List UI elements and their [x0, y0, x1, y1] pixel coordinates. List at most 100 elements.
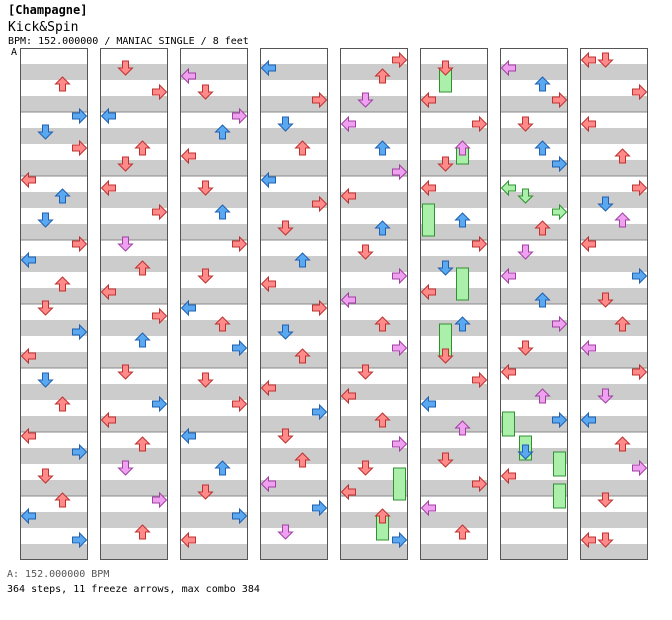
beat-stripe — [340, 480, 408, 496]
step-arrow — [72, 235, 88, 253]
step-arrow — [374, 68, 391, 84]
beat-stripe — [580, 224, 648, 240]
beat-stripe — [260, 512, 328, 528]
step-arrow — [37, 212, 54, 228]
beat-stripe — [580, 128, 648, 144]
beat-stripe — [100, 96, 168, 112]
beat-stripe — [500, 192, 568, 208]
beat-stripe — [500, 352, 568, 368]
step-arrow — [260, 171, 276, 189]
step-arrow — [632, 459, 648, 477]
step-arrow — [357, 460, 374, 476]
step-arrow — [232, 507, 248, 525]
step-arrow — [340, 291, 356, 309]
beat-stripe — [500, 480, 568, 496]
step-arrow — [392, 531, 408, 549]
stats-line: 364 steps, 11 freeze arrows, max combo 3… — [7, 584, 260, 595]
beat-stripe — [500, 64, 568, 80]
beat-stripe — [100, 384, 168, 400]
beat-stripe — [260, 96, 328, 112]
step-arrow — [420, 499, 436, 517]
step-arrow — [597, 532, 614, 548]
beat-stripe — [580, 512, 648, 528]
beat-stripe — [500, 416, 568, 432]
step-arrow — [260, 475, 276, 493]
beat-stripe — [340, 224, 408, 240]
step-arrow — [117, 60, 134, 76]
step-arrow — [134, 332, 151, 348]
beat-stripe — [20, 96, 88, 112]
step-arrow — [437, 156, 454, 172]
bpm-line: A: 152.000000 BPM — [7, 569, 110, 580]
beat-stripe — [580, 288, 648, 304]
beat-stripe — [260, 416, 328, 432]
beat-stripe — [580, 480, 648, 496]
beat-stripe — [180, 448, 248, 464]
step-arrow — [632, 363, 648, 381]
beat-stripe — [580, 96, 648, 112]
beat-stripe — [20, 64, 88, 80]
beat-stripe — [100, 448, 168, 464]
beat-stripe — [180, 384, 248, 400]
beat-stripe — [420, 352, 488, 368]
step-arrow — [117, 156, 134, 172]
step-arrow — [552, 91, 568, 109]
beat-stripe — [340, 64, 408, 80]
beat-stripe — [420, 416, 488, 432]
step-arrow — [72, 323, 88, 341]
step-arrow — [534, 388, 551, 404]
step-arrow — [517, 244, 534, 260]
step-arrow — [232, 107, 248, 125]
step-arrow — [392, 435, 408, 453]
step-arrow — [552, 203, 568, 221]
step-arrow — [534, 220, 551, 236]
step-arrow — [500, 179, 516, 197]
step-arrow — [597, 196, 614, 212]
beat-stripe — [260, 448, 328, 464]
chart-column — [420, 48, 488, 560]
beat-stripe — [340, 256, 408, 272]
step-arrow — [597, 492, 614, 508]
beat-stripe — [500, 512, 568, 528]
beat-stripe — [180, 160, 248, 176]
step-arrow — [20, 507, 36, 525]
beat-stripe — [420, 160, 488, 176]
step-arrow — [340, 483, 356, 501]
chart-column — [500, 48, 568, 560]
step-arrow — [152, 395, 168, 413]
step-arrow — [180, 531, 196, 549]
beat-stripe — [340, 320, 408, 336]
beat-stripe — [500, 224, 568, 240]
beat-stripe — [420, 512, 488, 528]
step-arrow — [392, 51, 408, 69]
step-arrow — [294, 348, 311, 364]
step-arrow — [517, 116, 534, 132]
step-arrow — [437, 260, 454, 276]
step-arrow — [392, 163, 408, 181]
step-arrow — [152, 491, 168, 509]
beat-stripe — [340, 448, 408, 464]
beat-stripe — [260, 480, 328, 496]
step-arrow — [534, 292, 551, 308]
step-arrow — [614, 436, 631, 452]
step-arrow — [374, 140, 391, 156]
step-arrow — [180, 427, 196, 445]
beat-stripe — [20, 288, 88, 304]
step-arrow — [100, 283, 116, 301]
beat-stripe — [180, 224, 248, 240]
step-arrow — [340, 187, 356, 205]
beat-stripe — [420, 320, 488, 336]
beat-stripe — [420, 96, 488, 112]
step-arrow — [392, 267, 408, 285]
step-arrow — [500, 59, 516, 77]
step-arrow — [260, 59, 276, 77]
beat-stripe — [420, 544, 488, 560]
song-title: Kick&Spin — [8, 20, 79, 35]
step-arrow — [552, 155, 568, 173]
beat-stripe — [100, 544, 168, 560]
step-arrow — [472, 371, 488, 389]
step-arrow — [54, 276, 71, 292]
step-arrow — [100, 179, 116, 197]
step-arrow — [552, 315, 568, 333]
step-arrow — [614, 148, 631, 164]
